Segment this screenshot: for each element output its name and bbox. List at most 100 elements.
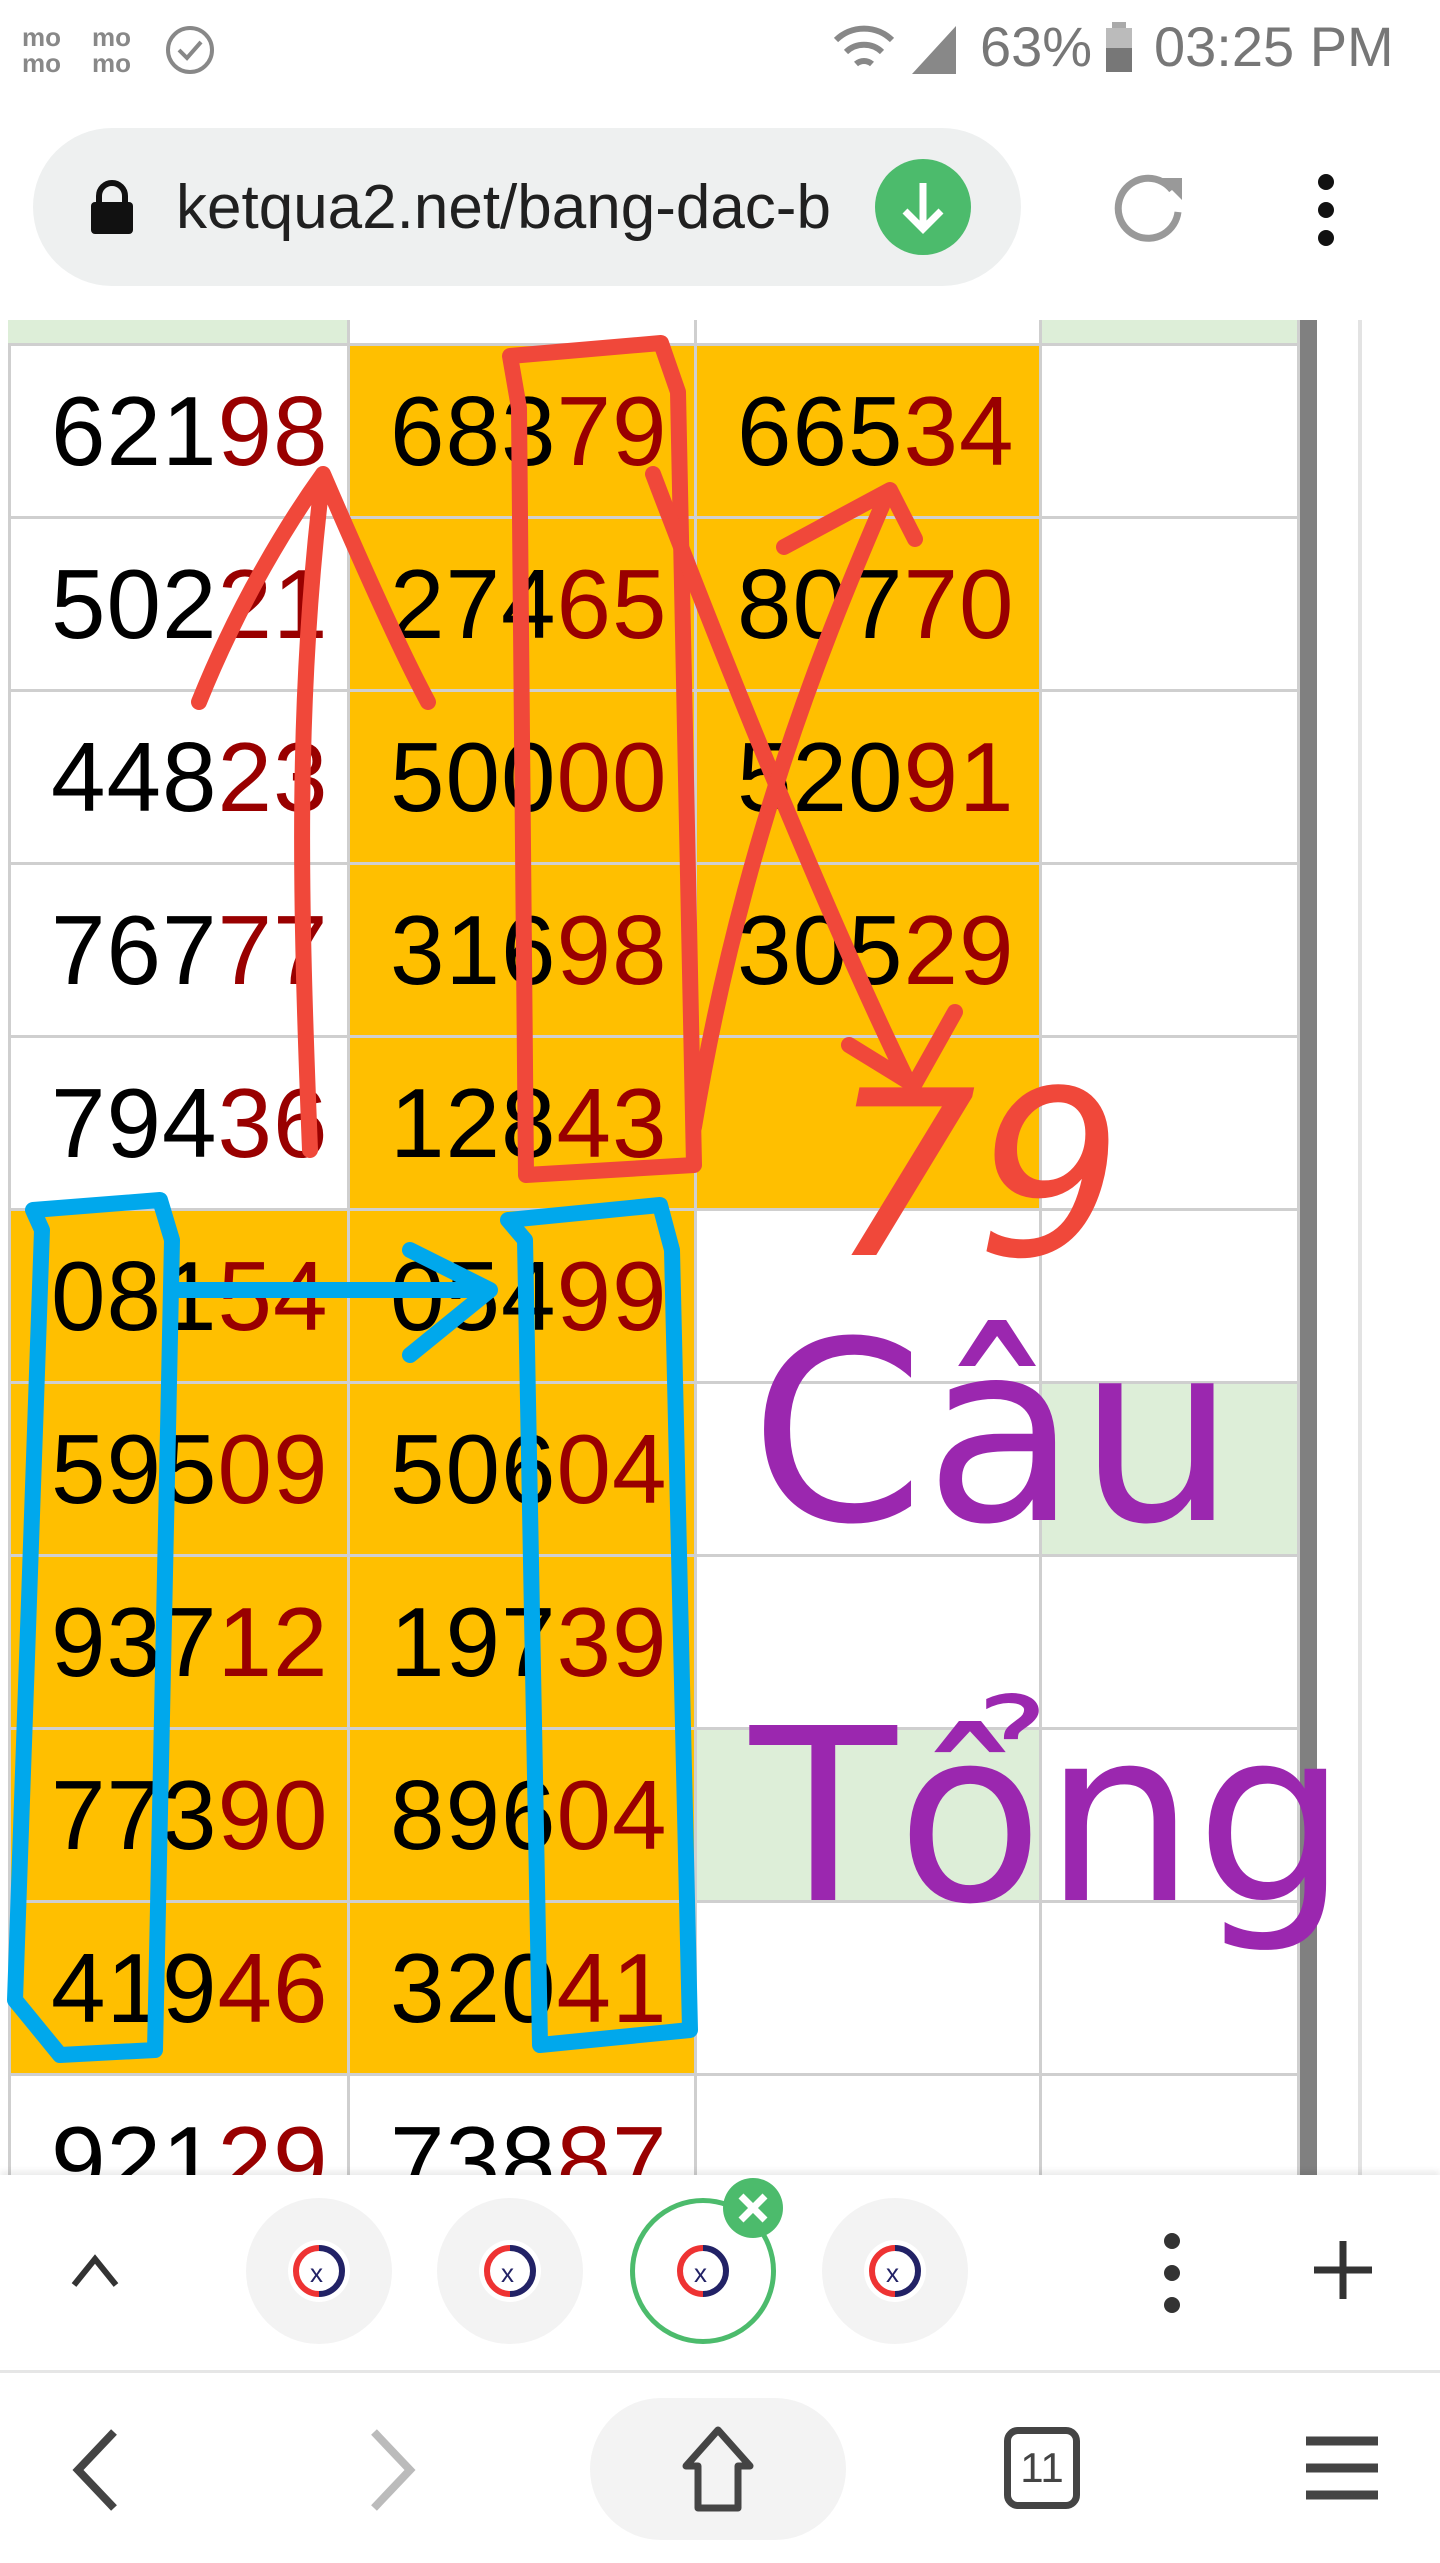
table-row: 79436 12843: [8, 1038, 1300, 1211]
number-tail: 12: [217, 1587, 329, 1697]
number-head: 921: [51, 2106, 218, 2175]
download-button[interactable]: [875, 159, 971, 255]
table-cell: [697, 2076, 1042, 2175]
table-cell: 05499: [350, 1211, 697, 1384]
table-cell: [1042, 346, 1300, 519]
battery-icon: [1106, 22, 1132, 72]
table-cell: 50221: [8, 519, 350, 692]
home-icon: [682, 2426, 754, 2512]
number-head: 128: [390, 1068, 557, 1178]
divider: [1358, 320, 1362, 2175]
battery-percent: 63%: [980, 15, 1093, 78]
table-cell: [1042, 320, 1300, 346]
table-cell: 27465: [350, 519, 697, 692]
number-head: 316: [390, 895, 557, 1005]
number-tail: 65: [556, 549, 668, 659]
table-cell: 19739: [350, 1557, 697, 1730]
number-tail: 09: [217, 1414, 329, 1524]
site-favicon-icon: x: [864, 2240, 926, 2302]
tab-thumbnail[interactable]: x: [822, 2198, 968, 2344]
number-tail: 04: [556, 1414, 668, 1524]
number-head: 305: [737, 895, 904, 1005]
table-row-partial: [8, 320, 1300, 346]
status-bar: mo mo mo mo 63% 03:25 PM: [0, 0, 1440, 95]
signal-icons: [833, 25, 956, 74]
check-circle-icon: [166, 26, 214, 74]
number-head: 419: [51, 1933, 218, 2043]
arrow-down-icon: [902, 183, 944, 234]
svg-text:mo: mo: [22, 48, 61, 78]
tab-strip: x x x x: [0, 2175, 1440, 2367]
number-head: 081: [51, 1241, 218, 1351]
number-tail: 46: [217, 1933, 329, 2043]
table-cell: 68379: [350, 346, 697, 519]
table-row: 77390 89604: [8, 1730, 1300, 1903]
more-menu-icon[interactable]: [1310, 170, 1342, 250]
home-button[interactable]: [590, 2398, 846, 2540]
new-tab-plus-icon[interactable]: [1310, 2237, 1376, 2303]
tab-switcher-button[interactable]: 11: [1004, 2427, 1080, 2509]
number-head: 506: [390, 1414, 557, 1524]
tab-thumbnail[interactable]: x: [437, 2198, 583, 2344]
number-tail: 36: [217, 1068, 329, 1178]
number-head: 937: [51, 1587, 218, 1697]
table-cell: 52091: [697, 692, 1042, 865]
table-row: 93712 19739: [8, 1557, 1300, 1730]
number-head: 773: [51, 1760, 218, 1870]
number-tail: 77: [217, 895, 329, 1005]
table-cell: [1042, 1730, 1300, 1903]
table-cell: [8, 320, 350, 346]
number-head: 448: [51, 722, 218, 832]
table-cell: 62198: [8, 346, 350, 519]
hamburger-menu-icon[interactable]: [1304, 2433, 1380, 2503]
table-cell: 41946: [8, 1903, 350, 2076]
url-text[interactable]: ketqua2.net/bang-dac-b: [176, 173, 831, 242]
scrollbar[interactable]: [1300, 320, 1317, 2175]
reload-icon[interactable]: [1110, 168, 1190, 248]
table-cell: [1042, 865, 1300, 1038]
table-cell: 50604: [350, 1384, 697, 1557]
site-favicon-icon: x: [672, 2240, 734, 2302]
table-row: 44823 50000 52091: [8, 692, 1300, 865]
number-head: 807: [737, 549, 904, 659]
number-tail: 34: [903, 376, 1015, 486]
number-tail: 79: [556, 376, 668, 486]
number-tail: 91: [903, 722, 1015, 832]
number-head: 502: [51, 549, 218, 659]
number-tail: 43: [556, 1068, 668, 1178]
number-tail: 39: [556, 1587, 668, 1697]
table-cell: 32041: [350, 1903, 697, 2076]
number-head: 520: [737, 722, 904, 832]
lock-icon: [91, 180, 133, 234]
back-arrow-icon[interactable]: [68, 2428, 124, 2512]
table-row: 50221 27465 80770: [8, 519, 1300, 692]
table-cell: [1042, 1557, 1300, 1730]
number-head: 896: [390, 1760, 557, 1870]
table-cell: [1042, 1903, 1300, 2076]
forward-arrow-icon[interactable]: [364, 2428, 420, 2512]
svg-text:mo: mo: [92, 22, 131, 52]
table-cell: [1042, 519, 1300, 692]
address-bar[interactable]: ketqua2.net/bang-dac-b: [33, 128, 1021, 286]
number-tail: 90: [217, 1760, 329, 1870]
table-row: 92129 73887: [8, 2076, 1300, 2175]
table-cell: 44823: [8, 692, 350, 865]
close-tab-icon[interactable]: [720, 2175, 786, 2241]
site-favicon-icon: x: [479, 2240, 541, 2302]
table-cell: [1042, 692, 1300, 865]
number-head: 595: [51, 1414, 218, 1524]
number-head: 054: [390, 1241, 557, 1351]
tab-thumbnail[interactable]: x: [246, 2198, 392, 2344]
tab-count: 11: [1020, 2444, 1064, 2491]
table-cell: 66534: [697, 346, 1042, 519]
cell-signal-icon: [912, 26, 956, 74]
table-cell: 08154: [8, 1211, 350, 1384]
tab-thumbnail-active[interactable]: x: [630, 2198, 776, 2344]
chevron-up-icon[interactable]: [70, 2253, 120, 2289]
number-head: 500: [390, 722, 557, 832]
table-cell: 92129: [8, 2076, 350, 2175]
tab-options-icon[interactable]: [1156, 2231, 1188, 2315]
